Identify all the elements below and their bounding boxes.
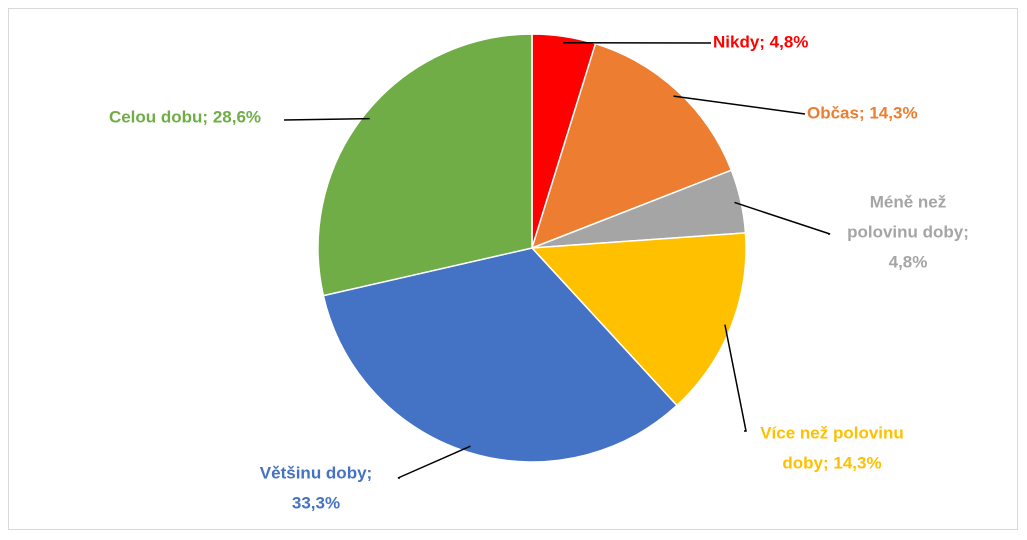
data-label: Méně než polovinu doby; 4,8% <box>847 192 969 271</box>
data-label-line: polovinu doby; <box>847 222 969 241</box>
data-label: Nikdy; 4,8% <box>713 32 808 51</box>
data-label-line: doby; 14,3% <box>782 453 881 472</box>
data-label: Více než polovinu doby; 14,3% <box>760 423 904 472</box>
pie-slice-celou-dobu <box>317 33 533 297</box>
leader-line <box>283 117 370 121</box>
data-label-line: Méně než <box>870 192 947 211</box>
data-label-line: Nikdy; 4,8% <box>713 32 808 51</box>
data-label-line: 33,3% <box>292 493 340 512</box>
data-label-line: Většinu doby; <box>260 463 372 482</box>
data-label: Většinu doby; 33,3% <box>260 463 372 512</box>
data-label-line: Občas; 14,3% <box>807 103 918 122</box>
pie-slice-občas <box>530 42 733 250</box>
data-label-line: Více než polovinu <box>760 423 904 442</box>
leader-line <box>673 95 806 115</box>
pie-slice-většinu-doby <box>322 247 678 463</box>
leader-line <box>734 201 831 235</box>
leader-line <box>397 445 471 479</box>
data-label: Občas; 14,3% <box>807 103 918 122</box>
data-label: Celou dobu; 28,6% <box>109 107 261 126</box>
data-label-line: 4,8% <box>889 252 928 271</box>
data-label-line: Celou dobu; 28,6% <box>109 107 261 126</box>
leader-line <box>724 324 747 432</box>
pie-slice-více-než-polovinu-doby <box>530 232 747 407</box>
